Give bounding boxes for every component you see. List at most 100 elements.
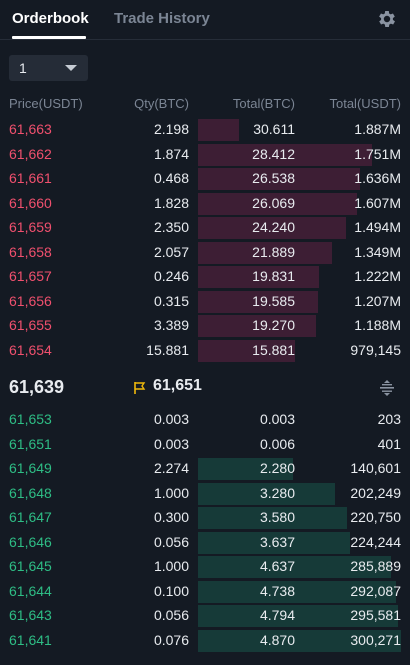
bid-price: 61,646 [9,533,52,550]
ask-qty: 0.246 [153,268,189,284]
ask-total-usdt: 1.887M [354,121,401,137]
ask-row[interactable]: 61,655 3.389 19.270 1.188M [0,314,410,339]
ask-row[interactable]: 61,660 1.828 26.069 1.607M [0,192,410,217]
ask-qty: 0.468 [153,170,189,186]
bid-qty: 0.076 [153,631,189,648]
bid-price: 61,653 [9,411,52,427]
ask-total-btc: 21.889 [252,243,295,260]
last-price: 61,639 [9,377,65,397]
header-price: Price(USDT) [9,96,83,111]
bid-total-usdt: 220,750 [350,509,401,525]
column-headers: Price(USDT) Qty(BTC) Total(BTC) Total(US… [0,96,410,114]
ask-total-btc: 19.831 [252,268,295,284]
bid-qty: 0.003 [153,435,189,452]
bid-row[interactable]: 61,651 0.003 0.006 401 [0,433,410,458]
header-total-btc: Total(BTC) [232,96,295,111]
bid-depth-bar [198,482,335,505]
bid-total-usdt: 202,249 [350,484,401,501]
bid-price: 61,641 [9,631,52,648]
bid-total-btc: 3.580 [259,509,295,525]
bid-total-usdt: 203 [377,411,401,427]
bid-row[interactable]: 61,644 0.100 4.738 292,087 [0,580,410,605]
ask-total-btc: 28.412 [252,145,295,162]
bid-row[interactable]: 61,648 1.000 3.280 202,249 [0,482,410,507]
bid-total-btc: 3.280 [259,484,295,501]
ask-price: 61,654 [9,341,52,358]
tab-orderbook[interactable]: Orderbook [12,10,89,27]
orderbook-layout-icon[interactable] [378,379,396,397]
bid-total-usdt: 292,087 [350,582,401,599]
bid-depth-bar [198,556,391,578]
precision-value: 1 [19,60,27,76]
ask-price: 61,655 [9,317,52,333]
ask-total-btc: 26.538 [252,170,295,186]
ask-row[interactable]: 61,656 0.315 19.585 1.207M [0,290,410,315]
bid-price: 61,647 [9,509,52,525]
ask-qty: 0.315 [153,292,189,309]
ask-row[interactable]: 61,659 2.350 24.240 1.494M [0,216,410,241]
ask-total-usdt: 1.751M [354,145,401,162]
tab-trade-history[interactable]: Trade History [114,10,210,27]
ask-total-usdt: 979,145 [350,341,401,358]
bid-qty: 2.274 [153,460,189,476]
gear-icon[interactable] [376,8,398,30]
ask-total-usdt: 1.188M [354,317,401,333]
ask-price: 61,659 [9,219,52,235]
bid-total-usdt: 295,581 [350,607,401,623]
bid-row[interactable]: 61,647 0.300 3.580 220,750 [0,506,410,531]
bid-total-usdt: 285,889 [350,558,401,574]
tab-bar: Orderbook Trade History [0,0,410,40]
ask-total-btc: 30.611 [253,121,295,137]
ask-price: 61,660 [9,194,52,211]
ask-depth-bar [198,266,319,288]
caret-down-icon [65,65,77,71]
bid-price: 61,644 [9,582,52,599]
bid-row[interactable]: 61,649 2.274 2.280 140,601 [0,457,410,482]
bid-row[interactable]: 61,641 0.076 4.870 300,271 [0,629,410,654]
ask-depth-bar [198,119,239,141]
ask-total-usdt: 1.494M [354,219,401,235]
bid-total-btc: 4.637 [259,558,295,574]
ask-row[interactable]: 61,658 2.057 21.889 1.349M [0,241,410,266]
ask-total-btc: 24.240 [252,219,295,235]
bid-list: 61,653 0.003 0.003 203 61,651 0.003 0.006 401 61… [0,408,410,653]
active-tab-indicator [12,36,86,39]
ask-total-usdt: 1.222M [354,268,401,284]
bid-row[interactable]: 61,645 1.000 4.637 285,889 [0,555,410,580]
bid-depth-bar [198,531,350,554]
bid-total-btc: 4.870 [259,631,295,648]
bid-depth-bar [198,580,396,603]
bid-row[interactable]: 61,653 0.003 0.003 203 [0,408,410,433]
mid-price-row: 61,639 61,651 [0,373,410,403]
ask-row[interactable]: 61,657 0.246 19.831 1.222M [0,265,410,290]
bid-total-btc: 4.738 [259,582,295,599]
ask-depth-bar [198,168,360,190]
bid-total-btc: 0.006 [259,435,295,452]
ask-price: 61,658 [9,243,52,260]
mark-price: 61,651 [153,377,202,394]
ask-total-usdt: 1.636M [354,170,401,186]
bid-qty: 0.300 [153,509,189,525]
bid-price: 61,645 [9,558,52,574]
ask-row[interactable]: 61,662 1.874 28.412 1.751M [0,143,410,168]
bid-row[interactable]: 61,643 0.056 4.794 295,581 [0,604,410,629]
flag-icon [134,382,146,394]
ask-row[interactable]: 61,661 0.468 26.538 1.636M [0,167,410,192]
bid-depth-bar [198,458,293,480]
bid-row[interactable]: 61,646 0.056 3.637 224,244 [0,531,410,556]
bid-total-usdt: 224,244 [350,533,401,550]
ask-total-usdt: 1.207M [354,292,401,309]
ask-qty: 1.874 [153,145,189,162]
bid-qty: 0.100 [153,582,189,599]
bid-qty: 0.056 [153,607,189,623]
ask-depth-bar [198,143,372,166]
header-total-usdt: Total(USDT) [329,96,401,111]
ask-qty: 2.057 [153,243,189,260]
ask-row[interactable]: 61,663 2.198 30.611 1.887M [0,118,410,143]
bid-total-usdt: 401 [377,435,401,452]
ask-depth-bar [198,192,357,215]
precision-select[interactable]: 1 [9,55,88,81]
ask-row[interactable]: 61,654 15.881 15.881 979,145 [0,339,410,364]
ask-price: 61,662 [9,145,52,162]
bid-qty: 1.000 [153,558,189,574]
